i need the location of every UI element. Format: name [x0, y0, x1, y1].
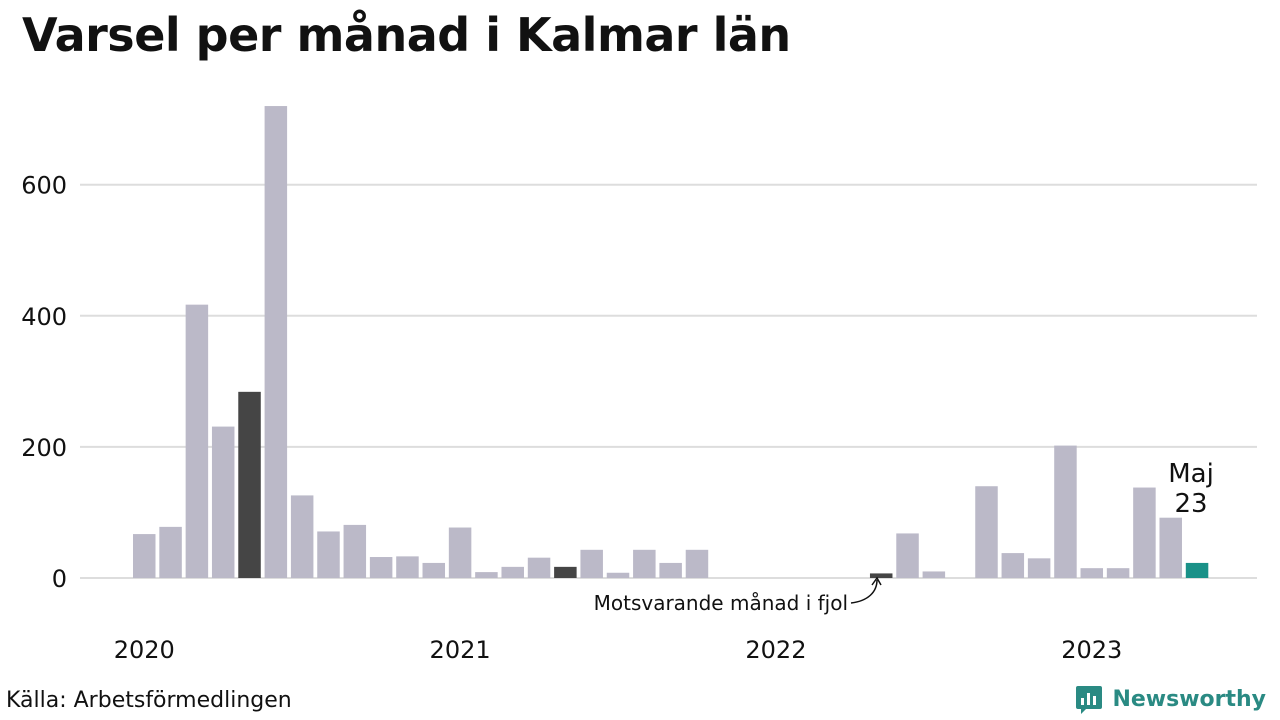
bar-2023-03	[1133, 487, 1156, 578]
bar-2022-11	[1027, 558, 1051, 578]
y-tick-label: 600	[21, 172, 67, 200]
bar-2021-02	[475, 572, 498, 578]
x-tick-label: 2023	[1061, 636, 1122, 664]
bar-2020-03	[185, 304, 209, 578]
x-tick-label: 2022	[745, 636, 806, 664]
y-tick-label: 200	[21, 434, 67, 462]
bar-2023-04	[1159, 517, 1182, 578]
bar-2021-07	[606, 572, 630, 578]
bar-2021-10	[685, 549, 709, 578]
annotations: Maj 23 Motsvarande månad i fjol	[594, 459, 1214, 615]
bar-2020-05	[238, 391, 261, 578]
bar-2020-02	[159, 526, 182, 578]
bar-2023-01	[1080, 568, 1104, 578]
bar-2022-12	[1054, 445, 1077, 578]
bar-2020-12	[422, 562, 446, 578]
bar-2021-09	[659, 562, 682, 578]
bar-2020-09	[343, 524, 367, 578]
chart-title: Varsel per månad i Kalmar län	[22, 8, 791, 62]
bar-2021-04	[527, 557, 551, 578]
bar-2020-01	[133, 534, 156, 578]
x-tick-label: 2020	[114, 636, 175, 664]
bar-2020-10	[369, 557, 393, 578]
bar-chart: 0 200 400 600 2020 2021 2022 2023 Maj 23 Motsv…	[21, 106, 1257, 664]
bar-2021-06	[580, 549, 603, 578]
bar-2022-07	[922, 571, 946, 578]
bar-2020-04	[211, 426, 235, 578]
brand-logo: Newsworthy	[1074, 684, 1266, 714]
bar-2020-08	[317, 531, 340, 578]
bar-2022-09	[975, 486, 998, 578]
newsworthy-logo-icon	[1076, 686, 1103, 714]
bar-2022-06	[896, 533, 919, 578]
bar-2021-03	[501, 566, 524, 578]
y-axis-ticks: 0 200 400 600	[21, 172, 67, 593]
bar-2022-10	[1001, 553, 1025, 578]
x-tick-label: 2021	[430, 636, 491, 664]
bar-2021-05	[554, 566, 577, 578]
annotation-last-month-line2: 23	[1174, 489, 1207, 519]
annotation-arrowhead	[871, 576, 882, 586]
bar-2023-02	[1106, 568, 1130, 578]
y-tick-label: 0	[52, 565, 67, 593]
annotation-previous-year: Motsvarande månad i fjol	[594, 591, 848, 615]
bar-2021-08	[633, 549, 656, 578]
bar-2020-06	[264, 106, 288, 578]
source-note: Källa: Arbetsförmedlingen	[6, 688, 292, 713]
bars	[133, 106, 1209, 578]
bar-2023-05	[1185, 562, 1209, 578]
bar-2020-11	[396, 556, 419, 578]
y-tick-label: 400	[21, 303, 67, 331]
annotation-arrow	[850, 579, 878, 604]
bar-2021-01	[448, 527, 472, 578]
bar-2020-07	[290, 495, 314, 578]
x-axis-ticks: 2020 2021 2022 2023	[114, 636, 1123, 664]
bar-2022-05	[869, 573, 893, 578]
annotation-last-month-line1: Maj	[1168, 459, 1214, 489]
brand-name: Newsworthy	[1112, 686, 1266, 712]
